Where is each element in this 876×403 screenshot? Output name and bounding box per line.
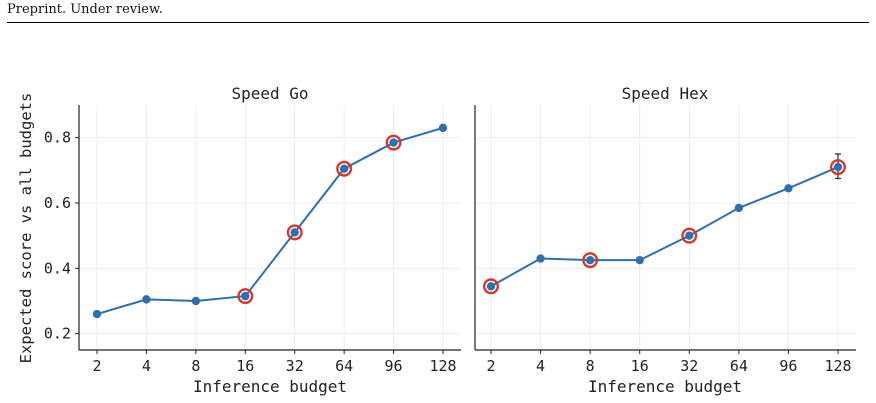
series-line (96, 126, 444, 316)
data-point (389, 138, 398, 147)
data-point (241, 291, 250, 301)
panel-right: Speed Hex 2 4 8 16 32 64 96 128 Inference budge… (474, 84, 856, 396)
x-tick-label: 8 (191, 357, 200, 375)
data-point (486, 282, 496, 291)
data-point (784, 184, 793, 193)
panel-title-right: Speed Hex (622, 84, 709, 103)
highlight-ring (385, 134, 402, 151)
x-tick-label: 64 (730, 357, 748, 375)
x-axis-label-left: Inference budget (193, 377, 347, 396)
y-tick-label: 0.6 (44, 194, 71, 212)
data-point (191, 296, 201, 306)
data-point (685, 231, 694, 240)
grid-left (79, 105, 461, 350)
panel-title-left: Speed Go (231, 84, 308, 103)
x-axis-label-right: Inference budget (588, 377, 742, 396)
series-line (490, 166, 839, 288)
data-point (92, 309, 102, 319)
x-tick-label: 2 (92, 357, 101, 375)
highlight-ring (681, 227, 698, 244)
x-tick-label: 32 (286, 357, 304, 375)
x-tick-label: 64 (335, 357, 353, 375)
series-left (92, 123, 448, 319)
x-tick-label: 2 (486, 357, 495, 375)
highlight-ring (336, 160, 353, 177)
grid-right (475, 105, 856, 350)
x-tick-label: 4 (142, 357, 151, 375)
y-tick-label: 0.8 (44, 129, 71, 147)
y-tick-label: 0.2 (44, 325, 71, 343)
x-tick-label: 128 (429, 357, 456, 375)
highlight-ring (237, 288, 254, 305)
data-point (536, 254, 545, 263)
x-tick-label: 96 (385, 357, 403, 375)
y-ticks-left: 0.2 0.4 0.6 0.8 (44, 129, 79, 343)
data-point (734, 203, 744, 213)
header-rule (7, 22, 869, 23)
highlight-ring (286, 224, 303, 241)
x-ticks-left: 2 4 8 16 32 64 96 128 (92, 350, 457, 375)
x-tick-label: 16 (631, 357, 649, 375)
data-point (635, 255, 644, 265)
data-point (585, 255, 595, 265)
data-point (833, 162, 843, 172)
x-tick-label: 128 (824, 357, 851, 375)
highlight-ring (483, 278, 500, 295)
series-right (483, 153, 847, 295)
data-point (339, 164, 349, 173)
data-point (142, 295, 151, 304)
data-point (438, 123, 448, 133)
y-axis-label: Expected score vs all budgets (17, 93, 35, 364)
x-ticks-right: 2 4 8 16 32 64 96 128 (486, 350, 852, 375)
highlight-ring (830, 159, 847, 176)
highlight-ring (582, 252, 599, 269)
x-tick-label: 4 (536, 357, 545, 375)
x-tick-label: 8 (586, 357, 595, 375)
y-tick-label: 0.4 (44, 259, 71, 277)
panel-left: Speed Go 0.2 0.4 0.6 0.8 2 4 8 16 32 64 96 128 Inf… (44, 84, 461, 396)
header-text: Preprint. Under review. (7, 2, 163, 17)
x-tick-label: 32 (680, 357, 698, 375)
x-tick-label: 96 (779, 357, 797, 375)
x-tick-label: 16 (236, 357, 254, 375)
data-point (290, 228, 299, 237)
